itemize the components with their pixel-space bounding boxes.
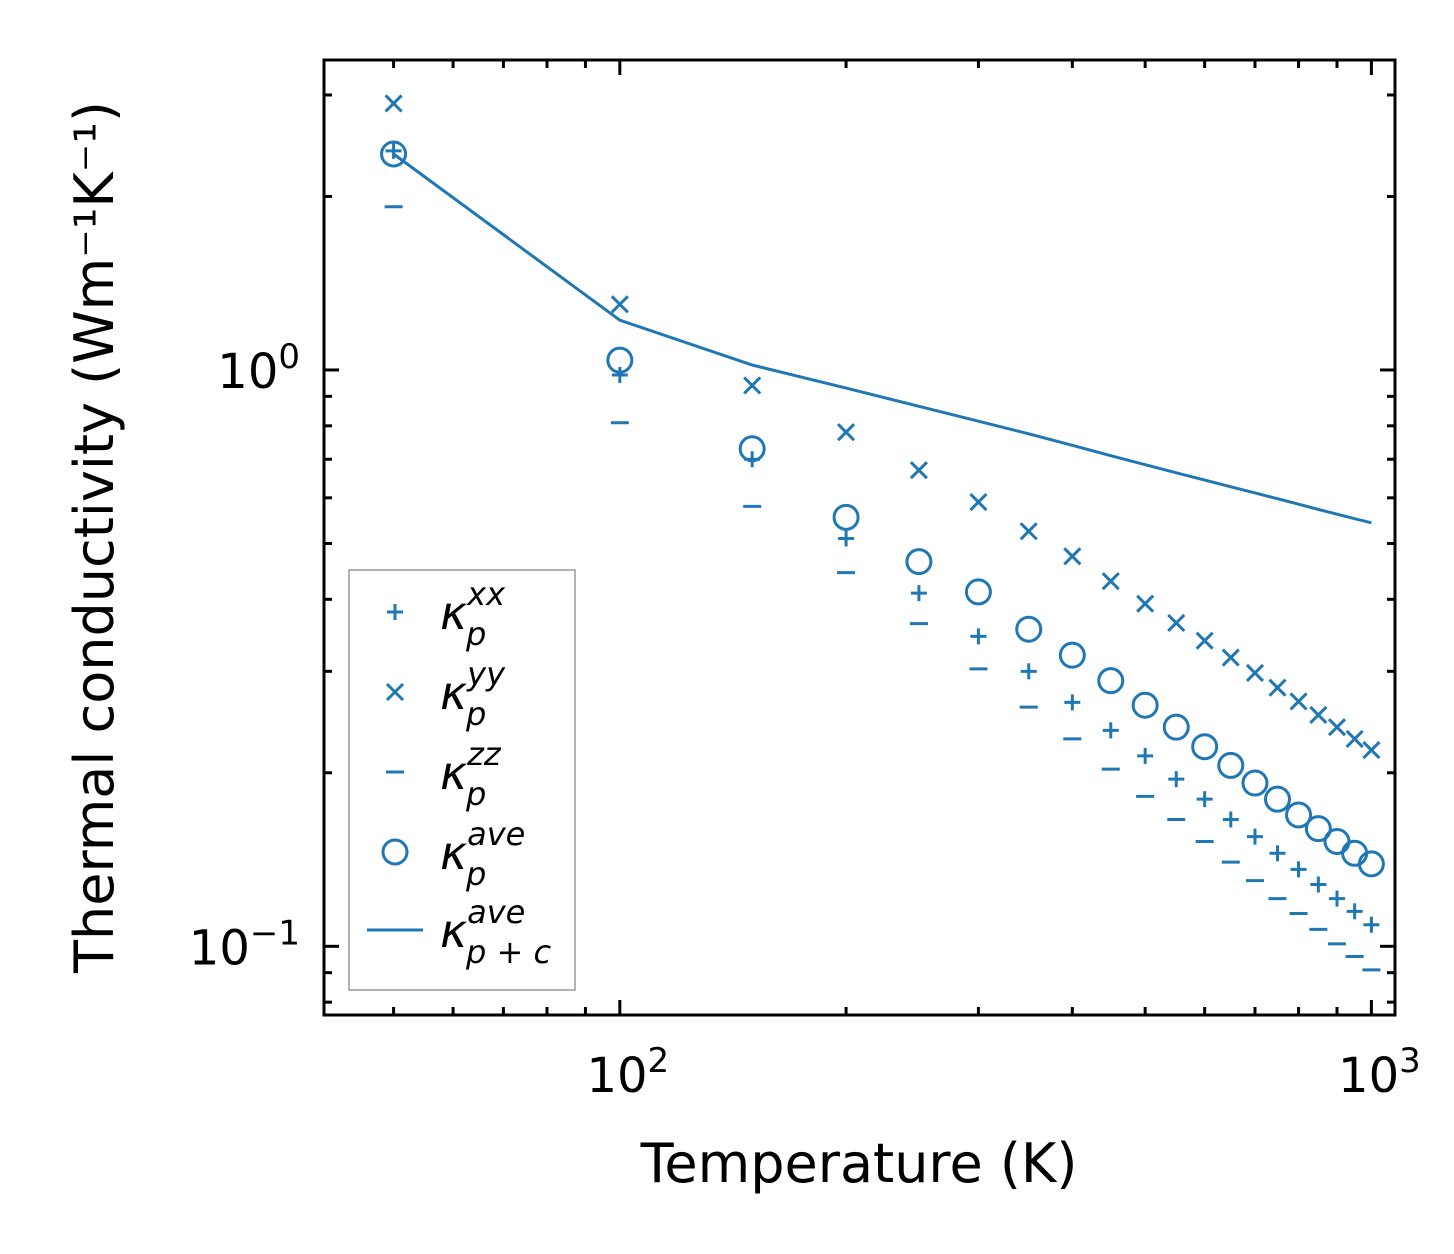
point-ave-150 <box>738 435 766 463</box>
point-xx-900 <box>1329 890 1346 907</box>
point-yy-850 <box>1309 705 1328 725</box>
point-xx-800 <box>1290 861 1307 878</box>
legend-marker-ave <box>381 838 409 866</box>
point-yy-800 <box>1289 692 1308 711</box>
point-yy-150 <box>743 376 762 395</box>
point-xx-200 <box>838 530 855 547</box>
legend-label-yy: κyy p <box>440 655 506 733</box>
x-axis-label: Temperature (K) <box>640 1132 1078 1195</box>
y-axis-label: Thermal conductivity (Wm⁻¹K⁻¹) <box>63 101 126 974</box>
data-markers <box>380 94 1385 972</box>
point-ave-200 <box>832 503 860 531</box>
tick-labels: 102 103 100 10−1 <box>189 337 1421 1104</box>
point-ave-400 <box>1058 641 1086 669</box>
y-tick-label: 100 <box>217 337 300 400</box>
point-yy-250 <box>909 461 928 480</box>
point-yy-1000 <box>1362 741 1381 760</box>
point-yy-600 <box>1195 631 1214 650</box>
point-yy-100 <box>610 295 629 314</box>
legend-label-tot: κave p + c <box>440 893 551 971</box>
point-xx-350 <box>1020 663 1037 680</box>
point-yy-900 <box>1327 718 1347 737</box>
y-tick-label: 10−1 <box>189 913 300 976</box>
point-yy-350 <box>1019 522 1038 541</box>
point-yy-450 <box>1101 572 1120 591</box>
point-ave-450 <box>1097 667 1125 695</box>
point-xx-300 <box>970 628 987 645</box>
point-yy-400 <box>1063 547 1082 566</box>
point-xx-1000 <box>1363 916 1380 933</box>
point-xx-100 <box>611 367 628 384</box>
point-ave-850 <box>1304 815 1332 843</box>
point-ave-50 <box>380 140 408 168</box>
point-ave-350 <box>1015 615 1043 643</box>
point-xx-400 <box>1064 694 1081 711</box>
point-yy-700 <box>1245 663 1265 683</box>
point-ave-100 <box>606 346 634 374</box>
series-line-kappa-p-plus-c-ave <box>392 152 1372 525</box>
point-xx-700 <box>1246 828 1263 845</box>
point-yy-550 <box>1167 613 1186 632</box>
legend-label-ave: κave p <box>440 815 525 893</box>
point-ave-1000 <box>1357 850 1385 878</box>
legend-marker-yy <box>385 682 405 702</box>
point-ave-700 <box>1241 769 1269 797</box>
point-yy-500 <box>1136 594 1155 613</box>
point-yy-300 <box>969 492 988 512</box>
point-yy-50 <box>384 94 403 113</box>
point-xx-250 <box>910 585 927 602</box>
plot-frame <box>322 58 1397 1017</box>
point-xx-950 <box>1346 903 1363 920</box>
point-ave-800 <box>1285 801 1313 829</box>
x-tick-label: 102 <box>586 1041 669 1104</box>
point-xx-600 <box>1196 791 1213 808</box>
point-ave-900 <box>1323 828 1351 856</box>
legend-label-zz: κzz p <box>440 735 502 813</box>
point-yy-750 <box>1268 678 1287 697</box>
x-tick-label: 103 <box>1338 1041 1421 1104</box>
point-yy-650 <box>1221 648 1240 667</box>
point-xx-650 <box>1222 811 1239 828</box>
point-ave-550 <box>1162 713 1190 741</box>
point-xx-750 <box>1269 845 1286 862</box>
point-xx-550 <box>1168 771 1185 788</box>
point-xx-850 <box>1310 876 1327 893</box>
point-xx-50 <box>385 142 402 159</box>
point-yy-200 <box>837 423 856 442</box>
point-xx-450 <box>1102 722 1119 739</box>
point-ave-250 <box>905 548 933 576</box>
point-xx-500 <box>1137 747 1154 764</box>
point-ave-750 <box>1263 785 1291 813</box>
legend-label-xx: κxx p <box>440 575 506 653</box>
point-ave-500 <box>1131 691 1159 719</box>
legend-marker-xx <box>387 604 403 620</box>
legend-frame <box>348 569 576 991</box>
point-ave-650 <box>1217 751 1245 779</box>
point-yy-950 <box>1345 729 1364 748</box>
point-ave-600 <box>1191 733 1219 761</box>
point-ave-300 <box>964 578 992 606</box>
